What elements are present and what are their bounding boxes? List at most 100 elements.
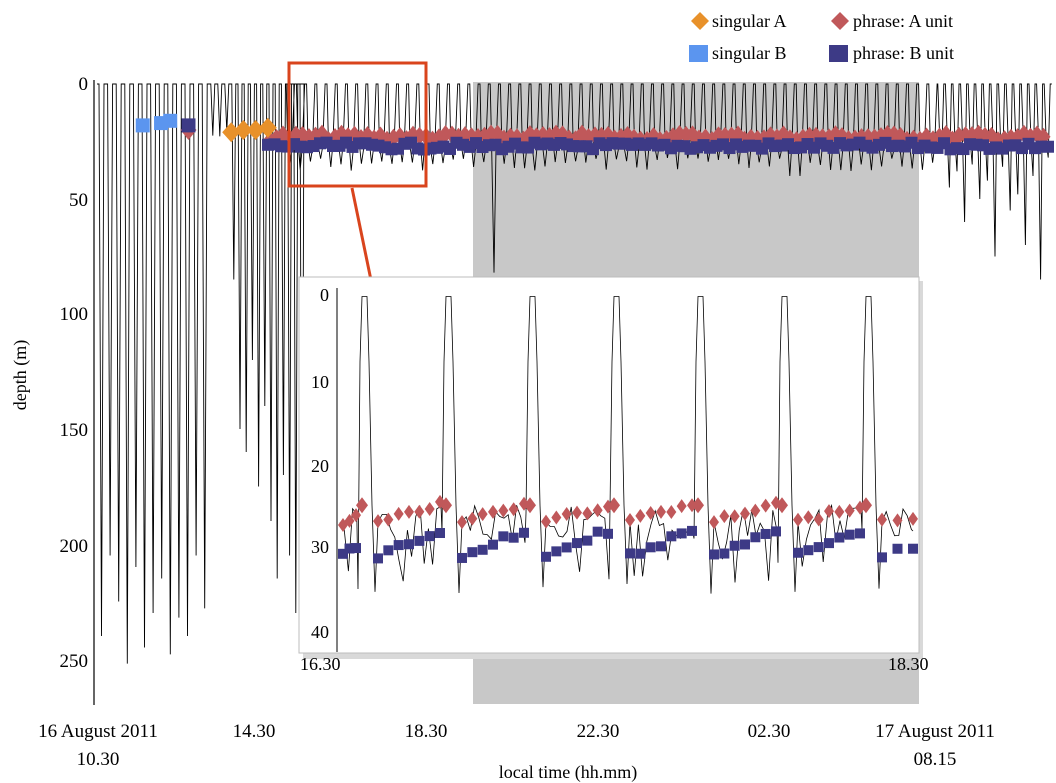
singular-a-marker [246,120,265,140]
inset-phrase-a-marker [692,497,704,514]
inset-phrase-b-marker [656,541,666,552]
inset-phrase-a-marker [344,513,355,528]
inset-phrase-a-marker [740,506,750,521]
legend-marker-phrase-a [831,12,849,30]
inset-phrase-a-marker [793,512,803,527]
legend-label-phrase-b: phrase: B unit [853,43,954,63]
x-tick-label: 17 August 2011 [875,721,995,742]
inset-phrase-b-marker [338,548,348,559]
inset-phrase-b-marker [572,538,582,549]
legend-marker-singular-b [689,45,708,62]
inset-phrase-a-marker [635,508,646,523]
inset-dive-line [339,296,914,594]
inset-phrase-b-marker [709,549,719,560]
y-tick-label: 250 [60,651,89,672]
inset-phrase-b-marker [645,542,656,553]
inset-phrase-b-marker [508,532,519,543]
inset-phrase-a-marker [877,512,887,527]
inset-phrase-b-marker [834,532,845,543]
inset-y-tick-labels: 0 10 20 30 40 [311,285,329,642]
y-tick-label: 200 [60,536,89,557]
legend-label-phrase-a: phrase: A unit [853,11,953,31]
inset-phrase-a-marker [383,512,394,527]
inset-phrase-b-marker [908,543,918,554]
inset-phrase-a-marker [404,504,414,519]
inset-phrase-a-marker [424,501,435,516]
x-tick-label: 10.30 [77,749,120,770]
x-tick-label: 18.30 [405,721,448,742]
inset-phrase-a-marker [467,511,478,526]
inset-phrase-b-marker [592,526,603,537]
legend-marker-phrase-b [829,45,848,62]
inset-phrase-a-marker [750,503,761,518]
inset-phrase-a-marker [524,497,536,514]
inset-phrase-a-marker [541,514,551,529]
inset-phrase-b-marker [813,542,824,553]
inset-phrase-a-marker [776,497,788,514]
x-tick-label: 14.30 [233,721,276,742]
inset-phrase-a-marker [834,504,845,519]
inset-phrase-b-marker [666,531,677,542]
inset-phrase-b-marker [435,528,445,539]
inset-phrase-a-marker [709,515,719,530]
phrase-b-marker [181,118,196,133]
zoom-highlight-box [287,61,428,188]
inset-phrase-a-marker [373,514,383,529]
inset-phrase-b-marker [855,528,865,539]
inset-phrase-a-marker [582,506,593,521]
inset-phrase-a-marker [414,504,425,519]
inset-phrase-b-marker [771,526,781,537]
inset-phrase-a-marker [393,506,404,521]
inset-phrase-a-marker [551,510,562,525]
inset-phrase-b-marker [750,532,761,543]
inset-phrase-b-marker [760,528,771,539]
x-tick-labels: 16 August 2011 10.30 14.30 18.30 22.30 0… [38,721,995,770]
inset-phrase-a-marker [440,497,452,514]
main-plot [97,83,1054,664]
x-tick-label: 02.30 [748,721,791,742]
inset-y-tick-label: 10 [311,372,329,392]
inset-phrase-a-marker [803,510,814,525]
inset-phrase-a-marker [860,497,872,514]
inset-phrase-b-marker [393,540,404,551]
inset-phrase-b-marker [635,548,646,559]
inset-phrase-b-marker [625,548,635,559]
inset-phrase-b-marker [383,545,394,556]
inset-phrase-a-marker [813,512,824,527]
x-tick-label: 22.30 [577,721,620,742]
legend-label-singular-a: singular A [712,11,787,31]
phrase-b-marker [1042,140,1054,153]
inset-phrase-b-marker [488,539,498,550]
inset-phrase-b-marker [877,552,887,563]
inset-phrase-a-marker [561,507,572,522]
inset-phrase-b-marker [467,547,478,558]
y-tick-labels: 0 50 100 150 200 250 [60,74,89,672]
inset-phrase-a-marker [356,497,368,514]
inset-phrase-b-marker [351,543,361,554]
inset-phrase-b-marker [477,544,488,555]
inset-phrase-a-marker [760,498,771,513]
singular-a-marker [258,117,277,138]
inset-phrase-a-marker [687,498,697,513]
inset-x-end-label: 18.30 [888,654,929,674]
x-tick-label: 08.15 [914,749,957,770]
inset-phrase-b-marker [373,553,383,564]
y-axis-title: depth (m) [10,340,31,410]
x-axis-title: local time (hh.mm) [499,762,637,783]
inset-phrase-a-marker [608,497,620,514]
inset-phrase-b-marker [892,543,903,554]
inset-phrase-b-marker [457,552,467,563]
y-tick-label: 150 [60,420,89,441]
inset-phrase-b-marker [561,542,572,553]
inset-plot: 0 10 20 30 40 16.30 18.30 [298,276,929,674]
inset-phrase-a-marker [488,504,498,519]
inset-phrase-a-marker [351,508,361,523]
legend-label-singular-b: singular B [712,43,787,63]
legend: singular A phrase: A unit singular B phr… [689,11,954,63]
inset-phrase-b-marker [541,551,551,562]
inset-y-tick-label: 0 [320,285,329,305]
inset-phrase-b-marker [676,528,687,539]
inset-phrase-a-marker [908,511,918,526]
inset-phrase-b-marker [551,546,562,557]
zoom-arrow [350,187,374,286]
